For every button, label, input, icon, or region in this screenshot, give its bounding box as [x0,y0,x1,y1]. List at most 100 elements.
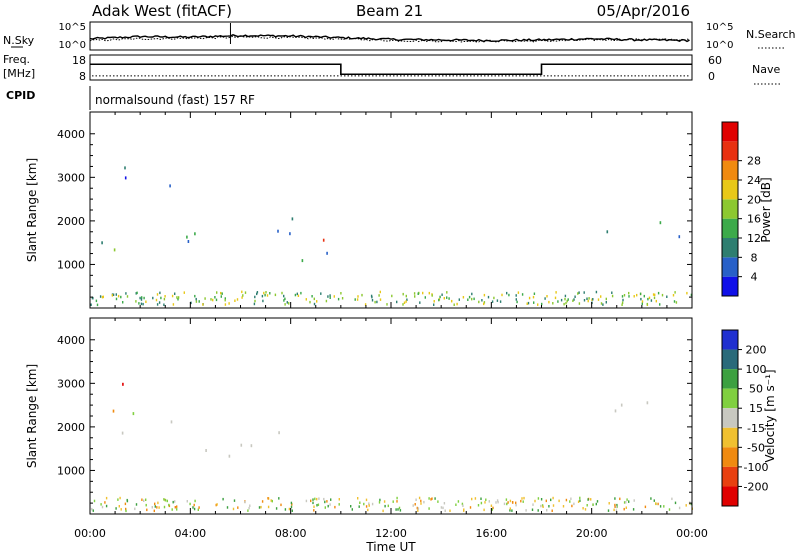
echo-cell [648,296,651,300]
x-tick-label: 00:00 [74,527,106,540]
echo-cell [621,295,624,298]
echo-cell [491,300,494,303]
echo-cell [690,502,692,506]
echo-cell [619,497,621,501]
echo-cell [152,296,154,300]
echo-cell [622,298,624,302]
noise-tick-right-top: 10^5 [706,22,733,33]
echo-cell [266,294,269,297]
echo-cell [91,507,93,511]
echo-cell [615,509,618,512]
echo-cell [256,291,259,294]
echo-cell [451,299,453,303]
echo-cell [176,505,178,508]
echo-cell [551,509,553,512]
echo-cell [654,293,656,297]
echo-cell [359,501,361,504]
echo-cell [145,498,147,501]
echo-cell [663,505,665,508]
echo-cell [583,299,586,302]
echo-cell [433,303,435,306]
echo-cell [552,496,554,500]
echo-cell [190,301,192,305]
echo-cell [330,498,332,501]
echo-cell [483,301,486,304]
echo-cell [136,291,138,295]
echo-cell [537,303,539,306]
echo-cell [403,301,406,304]
echo-cell [440,506,443,509]
echo-cell [363,502,365,506]
echo-cell [193,507,196,511]
echo-cell [312,501,314,505]
echo-cell [415,498,417,501]
echo-cell [550,498,552,502]
echo-cell [365,498,368,502]
y-tick-label: 1000 [57,258,85,271]
echo-cell [244,291,247,294]
echo-cell [316,300,318,303]
echo-cell [563,302,565,306]
echo-cell [517,291,520,294]
colorbar-segment [722,276,738,296]
echo-cell [215,503,217,507]
echo-cell [471,497,473,501]
echo-cell [600,302,603,305]
echo-cell [428,497,430,500]
echo-cell [317,503,320,506]
echo-cell [520,499,522,503]
echo-cell [614,503,616,507]
echo-cell [636,293,638,297]
echo-cell [248,506,250,510]
echo-cell [531,508,534,511]
echo-cell [592,503,594,506]
echo-cell [382,509,384,513]
echo-cell [164,499,167,502]
echo-cell [659,303,661,306]
echo-cell [483,302,485,306]
echo-cell [236,298,239,301]
echo-cell [674,501,677,505]
echo-cell [192,506,194,509]
echo-cell [483,508,485,512]
echo-cell [267,497,269,500]
echo-cell [424,296,426,299]
echo-cell [671,497,673,501]
echo-cell [540,498,543,501]
colorbar-tick-label: -15 [747,422,765,435]
echo-cell [438,298,440,302]
echo-cell [334,505,336,509]
echo-cell [690,293,693,297]
echo-cell [570,497,572,500]
echo-cell [584,508,587,511]
echo-cell [666,295,668,298]
echo-cell [323,497,325,501]
echo-cell [141,296,143,299]
x-tick-label: 00:00 [676,527,708,540]
colorbar-tick-label: 20 [747,193,761,206]
echo-cell [533,301,535,304]
echo-cell [639,292,642,296]
echo-cell [153,509,155,513]
echo-cell [537,509,539,512]
echo-cell [478,300,480,304]
echo-cell [657,502,659,506]
frequency-line [90,63,692,76]
echo-cell [628,295,630,298]
echo-cell [579,499,581,502]
echo-cell [297,294,300,297]
nsearch-line [89,35,690,43]
echo-cell [578,291,580,294]
echo-cell [574,295,576,298]
echo-cell [194,294,196,298]
echo-cell [446,291,448,294]
echo-cell [261,294,264,298]
echo-cell [215,298,218,302]
echo-cell [371,299,374,302]
echo-cell [160,296,162,300]
echo-cell [396,496,398,500]
echo-cell [241,296,243,299]
beam-title: Beam 21 [356,2,423,20]
echo-cell [443,297,445,300]
echo-cell [198,506,200,509]
